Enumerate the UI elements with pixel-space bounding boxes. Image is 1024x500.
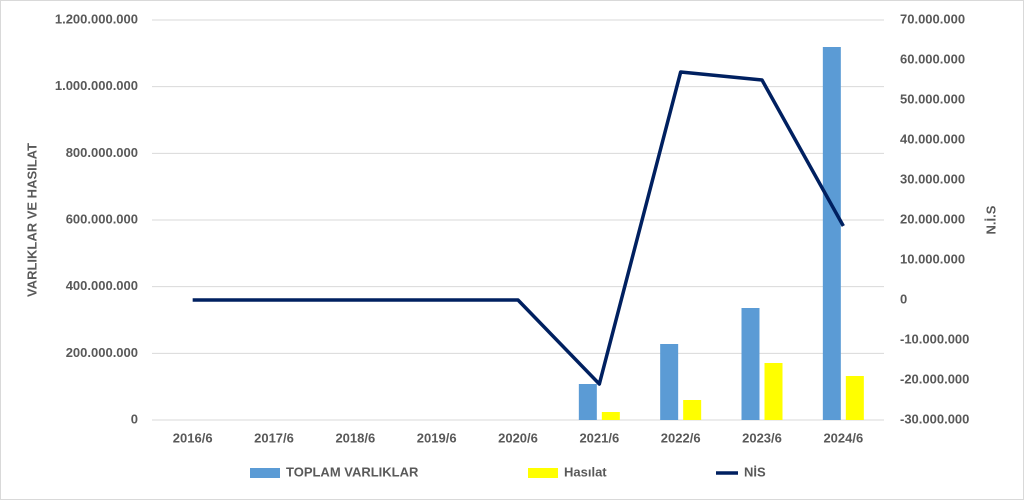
x-tick-label: 2020/6 — [498, 430, 538, 445]
tick-label: 600.000.000 — [66, 211, 138, 226]
bar — [660, 344, 679, 420]
bar — [845, 376, 864, 420]
tick-label: 1.000.000.000 — [55, 78, 138, 93]
tick-label: 20.000.000 — [900, 211, 965, 226]
x-tick-label: 2024/6 — [823, 430, 863, 445]
tick-label: 0 — [900, 291, 907, 306]
tick-label: 10.000.000 — [900, 251, 965, 266]
tick-label: 200.000.000 — [66, 345, 138, 360]
legend-swatch — [250, 468, 280, 478]
tick-label: -20.000.000 — [900, 371, 969, 386]
x-tick-label: 2017/6 — [254, 430, 294, 445]
bar — [741, 308, 760, 420]
x-tick-label: 2021/6 — [579, 430, 619, 445]
tick-label: -30.000.000 — [900, 411, 969, 426]
x-tick-label: 2018/6 — [335, 430, 375, 445]
tick-label: 800.000.000 — [66, 145, 138, 160]
legend-label: TOPLAM VARLIKLAR — [286, 464, 419, 479]
legend-label: Hasılat — [564, 464, 607, 479]
bar — [601, 412, 620, 420]
tick-label: 30.000.000 — [900, 171, 965, 186]
x-tick-label: 2019/6 — [417, 430, 457, 445]
bar — [683, 400, 702, 420]
tick-label: 0 — [131, 411, 138, 426]
x-tick-label: 2016/6 — [173, 430, 213, 445]
y-axis-title: VARLIKLAR VE HASILAT — [24, 143, 39, 297]
tick-label: -10.000.000 — [900, 331, 969, 346]
tick-label: 50.000.000 — [900, 91, 965, 106]
y2-axis-title: N.İ.S — [983, 205, 998, 234]
tick-label: 70.000.000 — [900, 11, 965, 26]
tick-label: 60.000.000 — [900, 51, 965, 66]
legend-label: NİS — [744, 464, 766, 479]
tick-label: 40.000.000 — [900, 131, 965, 146]
legend-swatch — [528, 468, 558, 478]
x-tick-label: 2022/6 — [661, 430, 701, 445]
bar — [822, 47, 841, 420]
bar — [578, 384, 597, 420]
tick-label: 400.000.000 — [66, 278, 138, 293]
line — [192, 70, 845, 386]
bar — [764, 363, 783, 420]
x-tick-label: 2023/6 — [742, 430, 782, 445]
tick-label: 1.200.000.000 — [55, 11, 138, 26]
